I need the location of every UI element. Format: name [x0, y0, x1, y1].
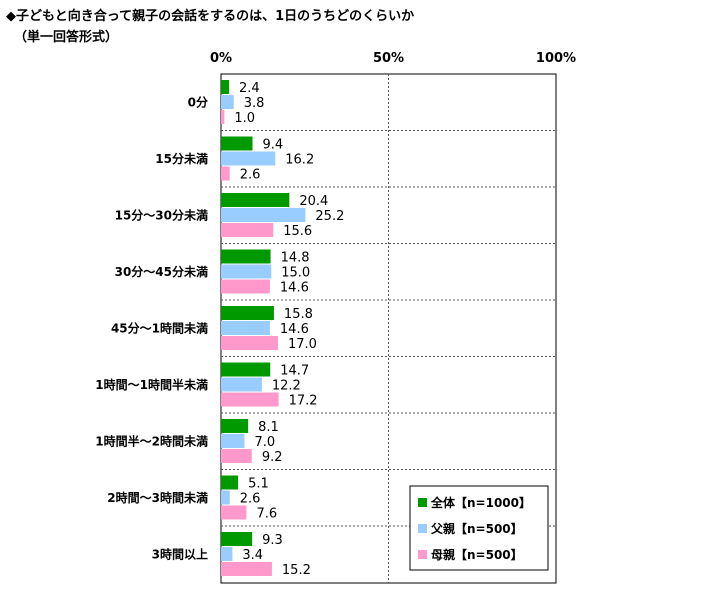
x-tick-label: 0% — [210, 51, 232, 66]
bar — [221, 562, 272, 576]
bar — [221, 336, 278, 350]
bar — [221, 166, 230, 181]
bar — [221, 151, 276, 166]
bar — [221, 505, 247, 520]
value-label: 9.3 — [262, 533, 283, 548]
value-label: 14.7 — [280, 364, 309, 379]
value-label: 2.6 — [240, 492, 261, 507]
bar — [221, 419, 249, 433]
bar — [221, 321, 270, 335]
bar — [221, 264, 272, 279]
bar — [221, 193, 290, 207]
value-label: 3.8 — [244, 96, 265, 111]
bar — [221, 490, 230, 505]
category-label: 15分～30分未満 — [115, 207, 208, 222]
category-label: 45分～1時間未満 — [111, 320, 208, 335]
value-label: 1.0 — [234, 111, 255, 126]
value-label: 15.6 — [283, 224, 312, 239]
bar — [221, 279, 270, 294]
chart-title: ◆子どもと向き合って親子の会話をするのは、1日のうちどのくらいか — [6, 9, 415, 24]
bar — [221, 547, 233, 561]
bar — [221, 449, 252, 463]
legend-swatch — [418, 498, 427, 507]
value-label: 16.2 — [285, 153, 314, 168]
bar — [221, 475, 239, 490]
bar — [221, 306, 274, 320]
bar — [221, 532, 253, 546]
value-label: 14.6 — [280, 322, 309, 337]
category-label: 2時間～3時間未満 — [107, 490, 208, 505]
legend-box — [409, 485, 549, 571]
bar — [221, 110, 225, 124]
value-label: 14.8 — [281, 251, 310, 266]
value-label: 25.2 — [315, 209, 344, 224]
bar — [221, 208, 306, 222]
value-label: 5.1 — [248, 477, 269, 492]
category-label: 1時間～1時間半未満 — [95, 377, 208, 392]
bar — [221, 392, 279, 407]
value-label: 9.4 — [262, 138, 283, 153]
x-tick-label: 100% — [536, 51, 576, 66]
value-label: 17.2 — [289, 394, 318, 409]
legend-swatch — [418, 550, 427, 559]
bar — [221, 223, 274, 237]
value-label: 15.2 — [282, 563, 311, 578]
category-label: 1時間半～2時間未満 — [95, 433, 208, 448]
value-label: 2.6 — [240, 168, 261, 183]
value-label: 7.6 — [256, 507, 277, 522]
value-label: 20.4 — [299, 194, 328, 209]
category-label: 3時間以上 — [152, 546, 208, 561]
category-label: 30分～45分未満 — [115, 264, 208, 279]
legend-entry: 父親【n=500】 — [430, 521, 523, 536]
value-label: 17.0 — [288, 337, 317, 352]
value-label: 3.4 — [242, 548, 263, 563]
bar — [221, 434, 245, 448]
bar — [221, 362, 271, 377]
value-label: 7.0 — [254, 435, 275, 450]
bar — [221, 136, 253, 151]
value-label: 12.2 — [272, 379, 301, 394]
legend-entry: 全体【n=1000】 — [430, 495, 531, 510]
value-label: 2.4 — [239, 81, 260, 96]
legend-entry: 母親【n=500】 — [431, 547, 523, 562]
category-label: 15分未満 — [155, 151, 208, 166]
legend-swatch — [418, 524, 427, 533]
bar — [221, 377, 262, 392]
value-label: 15.8 — [284, 307, 313, 322]
value-label: 9.2 — [262, 450, 283, 465]
x-tick-label: 50% — [373, 51, 404, 66]
bar — [221, 249, 271, 264]
value-label: 8.1 — [258, 420, 279, 435]
bar — [221, 95, 234, 109]
value-label: 14.6 — [280, 281, 309, 296]
bar — [221, 80, 230, 94]
chart-subtitle: （単一回答形式） — [14, 30, 119, 45]
category-label: 0分 — [188, 94, 208, 109]
value-label: 15.0 — [281, 266, 310, 281]
